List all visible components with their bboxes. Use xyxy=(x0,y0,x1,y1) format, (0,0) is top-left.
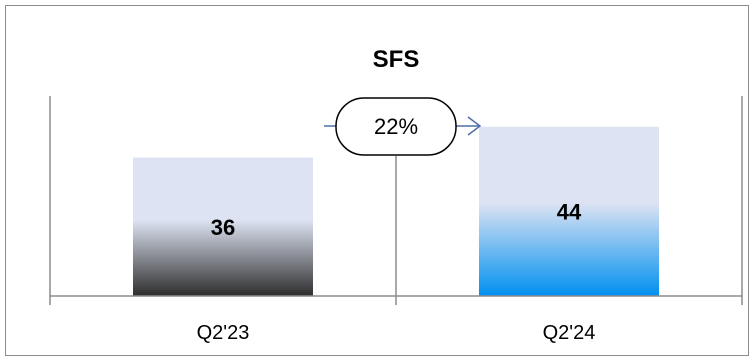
data-label: 44 xyxy=(557,199,582,224)
bar-q224 xyxy=(479,126,659,297)
chart-title: SFS xyxy=(373,46,420,73)
data-label: 36 xyxy=(211,215,235,240)
bar-chart: SFS 36 Q2'23 44 Q2'24 22% xyxy=(49,46,743,344)
arrow-head-icon xyxy=(467,116,482,136)
bar-q223 xyxy=(133,157,313,296)
growth-callout-label: 22% xyxy=(374,114,418,139)
growth-callout-oval xyxy=(335,97,457,156)
x-tick-label: Q2'23 xyxy=(197,322,250,344)
chart-frame: SFS 36 Q2'23 44 Q2'24 22% xyxy=(5,5,749,356)
x-tick-label: Q2'24 xyxy=(543,322,596,344)
